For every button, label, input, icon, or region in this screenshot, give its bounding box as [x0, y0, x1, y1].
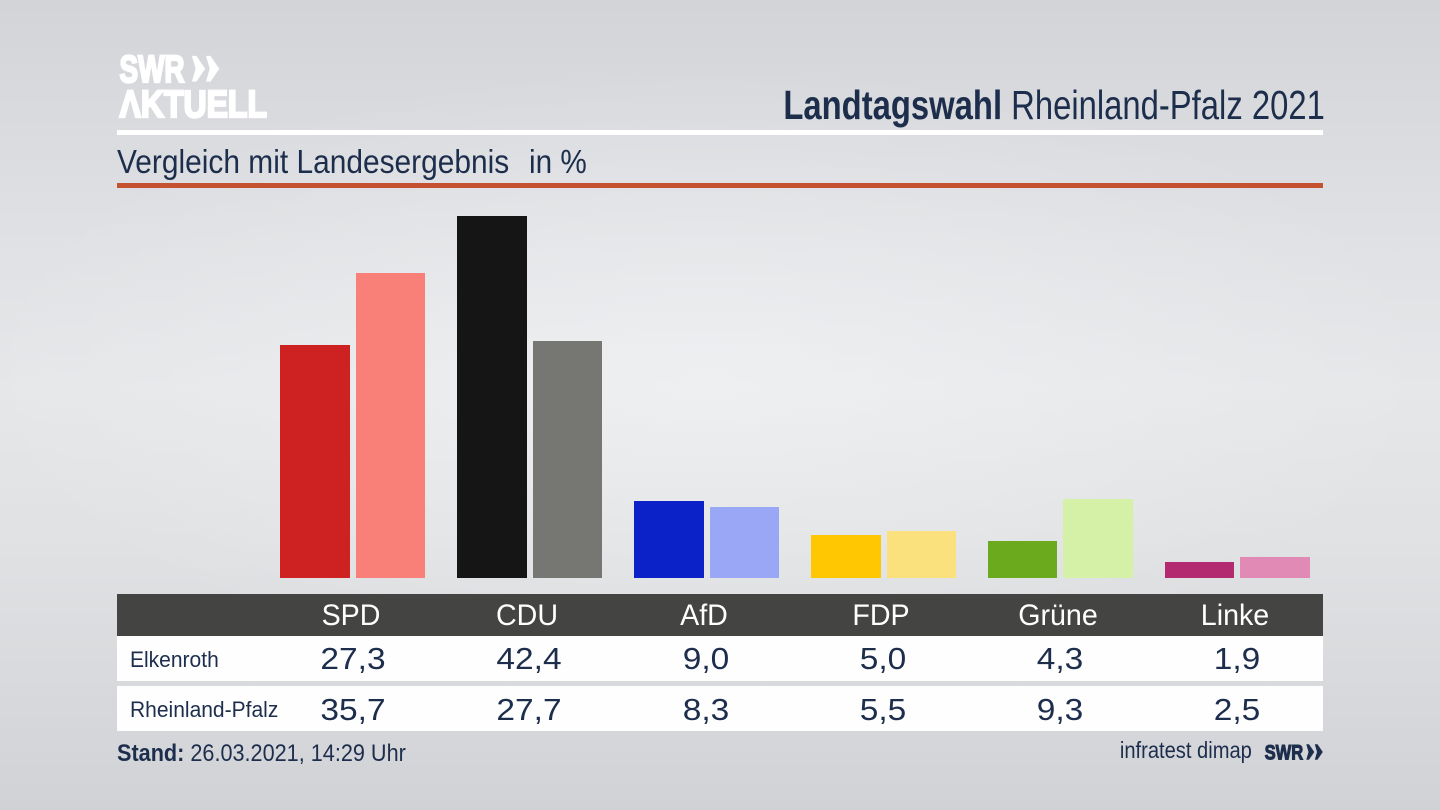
svg-text:SWR: SWR — [120, 52, 185, 91]
svg-text:ΛKTUELL: ΛKTUELL — [120, 83, 268, 122]
svg-text:SWR: SWR — [1265, 742, 1304, 764]
